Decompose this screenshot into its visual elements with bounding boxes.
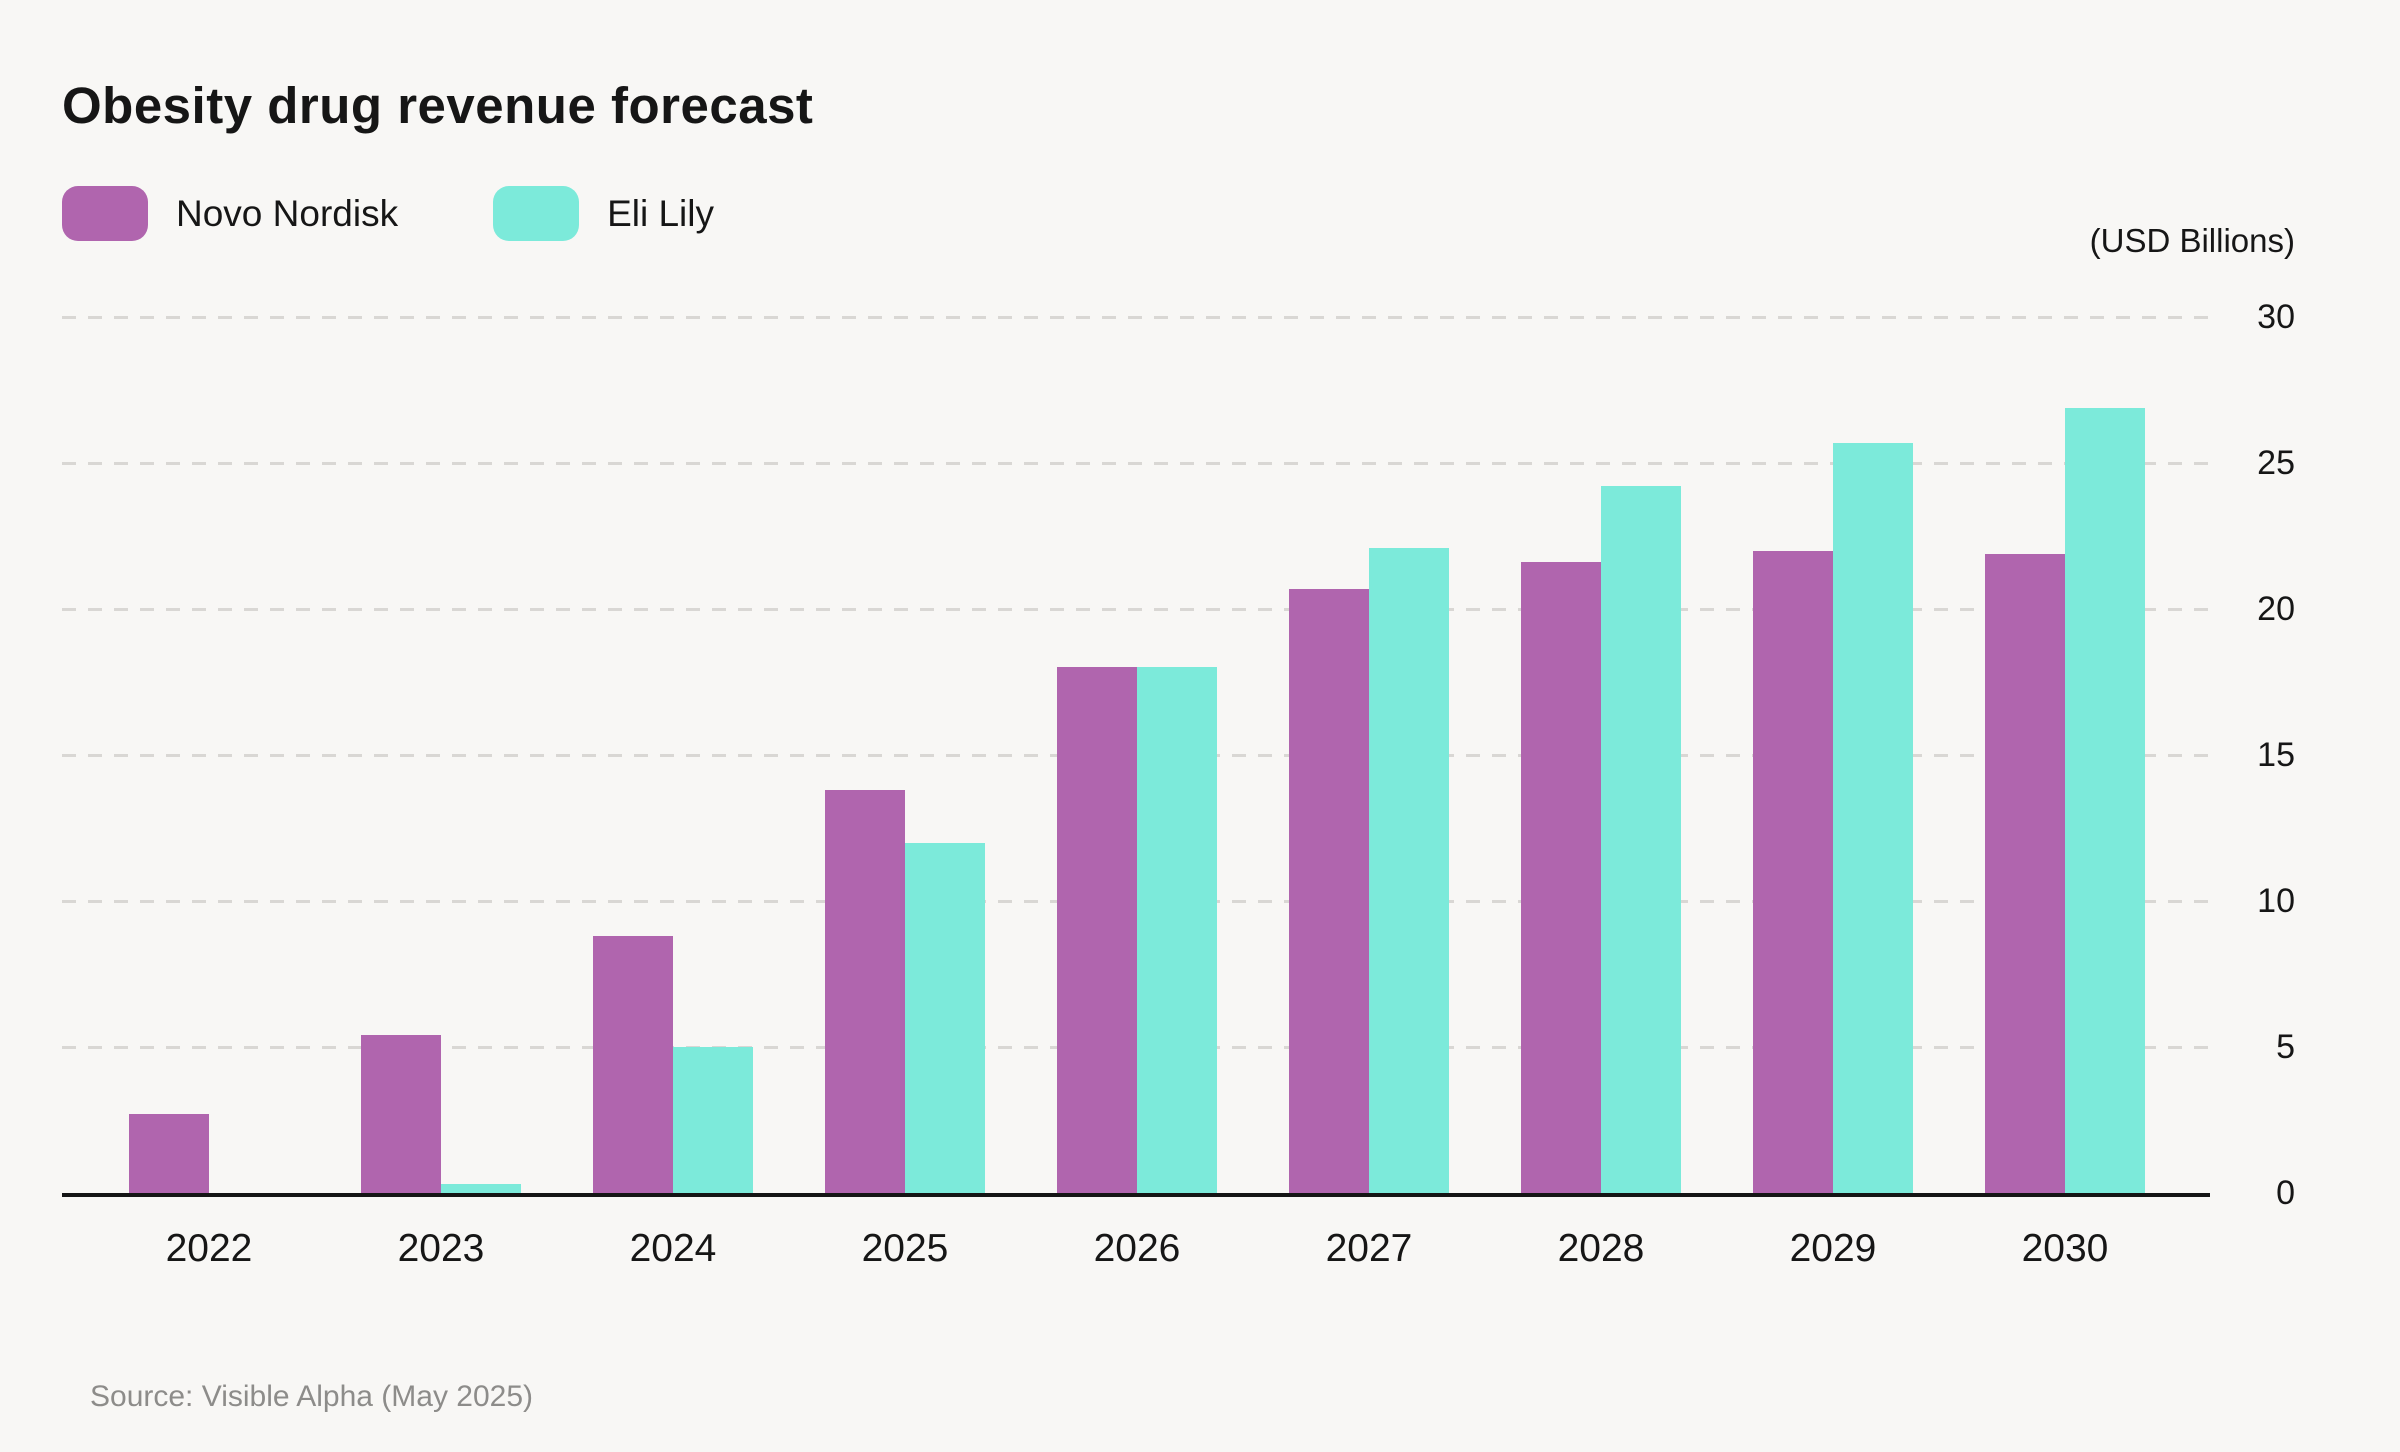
legend: Novo Nordisk Eli Lily [62,186,714,241]
y-tick-label-30: 30 [2257,298,2295,336]
bar-eli-lily-2030 [2065,407,2145,1193]
x-axis-line [62,1193,2210,1197]
bar-novo-nordisk-2029 [1753,550,1833,1193]
bar-eli-lily-2029 [1833,442,1913,1193]
y-tick-label-10: 10 [2257,882,2295,920]
bar-novo-nordisk-2023 [361,1035,441,1193]
bar-eli-lily-2024 [673,1047,753,1193]
bar-novo-nordisk-2022 [129,1114,209,1193]
bar-novo-nordisk-2030 [1985,553,2065,1193]
x-tick-label-2030: 2030 [2021,1227,2109,1270]
y-tick-label-20: 20 [2257,590,2295,628]
legend-label: Eli Lily [607,192,714,234]
source-note: Source: Visible Alpha (May 2025) [90,1380,534,1413]
y-tick-label-5: 5 [2276,1028,2295,1066]
legend-swatch-icon [62,186,148,241]
y-axis-unit-label: (USD Billions) [2089,222,2295,259]
bar-eli-lily-2027 [1369,547,1449,1193]
y-tick-label-0: 0 [2276,1174,2295,1212]
bar-novo-nordisk-2025 [825,790,905,1193]
legend-label: Novo Nordisk [176,192,399,234]
legend-item-eli-lily: Eli Lily [493,186,714,241]
chart-title: Obesity drug revenue forecast [62,77,814,134]
x-tick-label-2025: 2025 [861,1227,949,1270]
x-tick-label-2023: 2023 [397,1227,485,1270]
bar-novo-nordisk-2027 [1289,588,1369,1193]
legend-swatch-icon [493,186,580,241]
bar-novo-nordisk-2024 [593,936,673,1193]
gridline-25 [62,462,2210,465]
y-tick-label-25: 25 [2257,444,2295,482]
x-tick-label-2026: 2026 [1093,1227,1181,1270]
bar-novo-nordisk-2026 [1057,667,1137,1193]
bar-eli-lily-2026 [1137,667,1217,1193]
gridline-30 [62,316,2210,319]
y-tick-label-15: 15 [2257,736,2295,774]
x-tick-label-2029: 2029 [1789,1227,1877,1270]
bar-eli-lily-2025 [905,842,985,1193]
x-tick-label-2027: 2027 [1325,1227,1413,1270]
x-tick-label-2024: 2024 [629,1227,717,1270]
legend-item-novo-nordisk: Novo Nordisk [62,186,398,241]
x-tick-label-2022: 2022 [165,1227,253,1270]
bar-novo-nordisk-2028 [1521,562,1601,1193]
bar-eli-lily-2023 [441,1184,521,1193]
gridline-20 [62,608,2210,611]
x-tick-label-2028: 2028 [1557,1227,1645,1270]
bar-eli-lily-2028 [1601,486,1681,1193]
